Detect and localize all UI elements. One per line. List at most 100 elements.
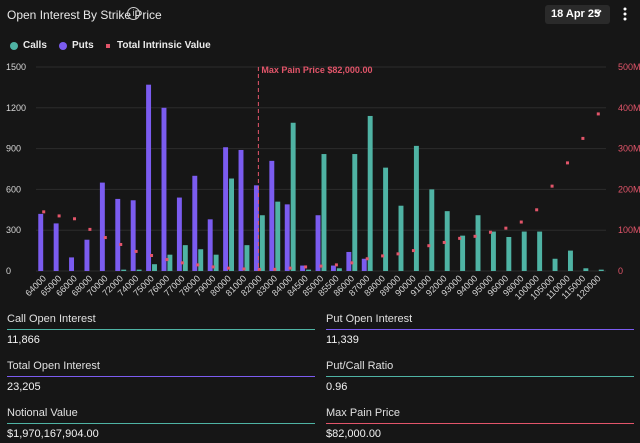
bar-calls	[121, 269, 127, 271]
bar-puts	[38, 213, 44, 271]
bar-puts	[84, 239, 90, 271]
stat-value: 11,866	[7, 334, 40, 346]
bar-calls	[598, 269, 604, 271]
bar-puts	[223, 147, 229, 271]
bar-puts	[161, 107, 167, 271]
legend-puts-label: Puts	[72, 40, 94, 51]
bar-calls	[152, 264, 157, 271]
bar-calls	[413, 145, 419, 271]
stat-label: Call Open Interest	[7, 313, 96, 325]
point-intrinsic	[565, 161, 569, 165]
bar-puts	[269, 160, 275, 271]
stat-max-pain: Max Pain Price $82,000.00	[326, 399, 634, 443]
stat-divider	[7, 329, 315, 330]
chevron-down-icon	[593, 7, 603, 20]
bar-calls	[398, 205, 404, 271]
stat-value: $82,000.00	[326, 428, 382, 440]
stat-value: 11,339	[326, 334, 359, 346]
point-intrinsic	[396, 252, 400, 256]
bar-calls	[352, 154, 358, 271]
chart-header: Open Interest By Strike Price i 18 Apr 2…	[0, 0, 640, 30]
y-tick-label-right: 0	[618, 266, 623, 276]
y-tick-label-left: 900	[6, 144, 21, 154]
point-intrinsic	[427, 244, 431, 248]
expiry-date-label: 18 Apr 25	[551, 8, 601, 20]
legend-item-calls[interactable]: Calls	[10, 40, 47, 51]
stat-divider	[326, 329, 634, 330]
bar-puts	[192, 175, 198, 271]
point-intrinsic	[180, 261, 184, 265]
bar-puts	[53, 223, 59, 271]
chart-legend: Calls Puts Total Intrinsic Value	[0, 40, 640, 56]
stats-panel: Call Open Interest 11,866 Put Open Inter…	[0, 305, 640, 443]
expiry-date-select[interactable]: 18 Apr 25	[545, 5, 610, 24]
bar-puts	[284, 204, 290, 271]
stat-notional: Notional Value $1,970,167,904.00	[7, 399, 315, 443]
bar-puts	[253, 185, 259, 271]
point-intrinsic	[73, 217, 77, 221]
max-pain-label: Max Pain Price $82,000.00	[261, 65, 372, 75]
point-intrinsic	[103, 236, 107, 240]
bar-puts	[69, 257, 75, 271]
bar-calls	[259, 215, 265, 271]
y-tick-label-left: 1200	[6, 103, 26, 113]
info-icon[interactable]: i	[127, 7, 140, 20]
calls-swatch	[10, 41, 18, 50]
bar-calls	[213, 254, 219, 271]
open-interest-chart: 0300600900120015000100M200M300M400M500M6…	[6, 62, 640, 302]
kebab-icon[interactable]	[622, 6, 628, 22]
y-tick-label-right: 500M	[618, 62, 640, 72]
bar-calls	[182, 245, 188, 271]
legend-item-intrinsic[interactable]: Total Intrinsic Value	[104, 40, 211, 51]
stat-divider	[326, 376, 634, 377]
bar-puts	[176, 197, 182, 271]
stat-value: 23,205	[7, 381, 41, 393]
bar-calls	[136, 269, 142, 271]
point-intrinsic	[550, 184, 554, 188]
point-intrinsic	[42, 210, 46, 214]
legend-calls-label: Calls	[23, 40, 47, 51]
point-intrinsic	[350, 261, 354, 265]
bar-puts	[315, 215, 321, 271]
y-tick-label-left: 1500	[6, 62, 26, 72]
page-title: Open Interest By Strike Price	[7, 8, 162, 22]
stat-call-oi: Call Open Interest 11,866	[7, 305, 315, 349]
point-intrinsic	[596, 112, 600, 116]
stat-put-call-ratio: Put/Call Ratio 0.96	[326, 352, 634, 396]
point-intrinsic	[535, 208, 539, 212]
point-intrinsic	[473, 234, 477, 238]
stat-label: Put/Call Ratio	[326, 360, 394, 372]
bar-calls	[460, 235, 466, 271]
bar-puts	[300, 265, 306, 271]
bar-calls	[306, 269, 312, 271]
point-intrinsic	[365, 257, 369, 261]
bar-calls	[321, 154, 327, 271]
stat-label: Max Pain Price	[326, 407, 400, 419]
point-intrinsic	[442, 240, 446, 244]
legend-item-puts[interactable]: Puts	[59, 40, 94, 51]
bar-calls	[444, 211, 450, 271]
stat-value: 0.96	[326, 381, 348, 393]
point-intrinsic	[273, 267, 277, 271]
stat-label: Total Open Interest	[7, 360, 100, 372]
point-intrinsic	[288, 266, 292, 270]
point-intrinsic	[165, 258, 169, 262]
point-intrinsic	[504, 226, 508, 230]
point-intrinsic	[458, 236, 462, 240]
bar-calls	[229, 178, 234, 271]
point-intrinsic	[411, 249, 415, 253]
y-tick-label-left: 300	[6, 225, 21, 235]
bar-calls	[552, 258, 558, 271]
bar-calls	[336, 268, 342, 271]
y-tick-label-right: 300M	[618, 144, 640, 154]
bar-calls	[521, 231, 527, 271]
stat-label: Notional Value	[7, 407, 78, 419]
intrinsic-swatch	[106, 43, 110, 48]
bar-puts	[207, 219, 213, 271]
bar-puts	[238, 149, 244, 271]
legend-intrinsic-label: Total Intrinsic Value	[117, 40, 211, 51]
point-intrinsic	[211, 265, 215, 269]
point-intrinsic	[381, 254, 385, 258]
point-intrinsic	[119, 242, 123, 246]
bar-puts	[330, 265, 336, 271]
